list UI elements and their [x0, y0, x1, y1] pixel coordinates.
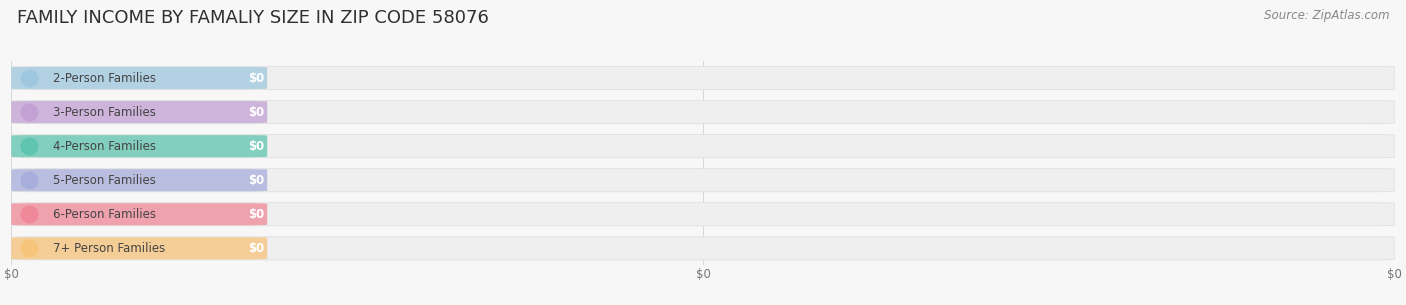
Text: 2-Person Families: 2-Person Families [53, 72, 156, 84]
Text: $0: $0 [247, 208, 264, 221]
FancyBboxPatch shape [11, 101, 1395, 124]
Text: $0: $0 [247, 72, 264, 84]
FancyBboxPatch shape [11, 203, 267, 225]
FancyBboxPatch shape [11, 203, 1395, 226]
Text: 6-Person Families: 6-Person Families [53, 208, 156, 221]
Text: FAMILY INCOME BY FAMALIY SIZE IN ZIP CODE 58076: FAMILY INCOME BY FAMALIY SIZE IN ZIP COD… [17, 9, 489, 27]
FancyBboxPatch shape [11, 66, 1395, 90]
FancyBboxPatch shape [11, 67, 267, 89]
Text: $0: $0 [247, 174, 264, 187]
Text: 7+ Person Families: 7+ Person Families [53, 242, 165, 255]
Text: $0: $0 [247, 106, 264, 119]
FancyBboxPatch shape [11, 169, 267, 191]
FancyBboxPatch shape [11, 237, 1395, 260]
FancyBboxPatch shape [11, 135, 267, 157]
FancyBboxPatch shape [11, 237, 267, 259]
FancyBboxPatch shape [11, 135, 1395, 158]
Text: $0: $0 [247, 140, 264, 152]
Text: 4-Person Families: 4-Person Families [53, 140, 156, 152]
FancyBboxPatch shape [11, 169, 1395, 192]
FancyBboxPatch shape [11, 101, 267, 123]
Text: 3-Person Families: 3-Person Families [53, 106, 156, 119]
Text: Source: ZipAtlas.com: Source: ZipAtlas.com [1264, 9, 1389, 22]
Text: 5-Person Families: 5-Person Families [53, 174, 156, 187]
Text: $0: $0 [247, 242, 264, 255]
